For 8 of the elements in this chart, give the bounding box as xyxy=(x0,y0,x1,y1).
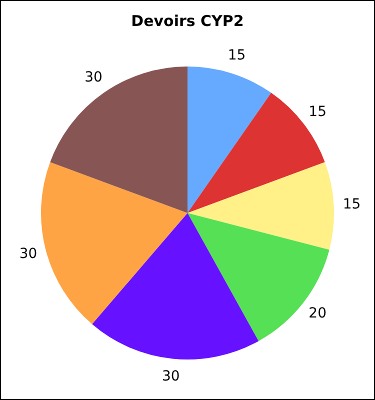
data-label: 20 xyxy=(308,305,326,322)
data-label: 30 xyxy=(19,246,38,262)
data-label: 30 xyxy=(162,368,180,384)
data-label: 15 xyxy=(308,104,326,120)
chart-title: Devoirs CYP2 xyxy=(131,12,244,30)
data-label: 15 xyxy=(342,196,361,212)
data-label: 15 xyxy=(228,48,246,64)
data-label: 30 xyxy=(84,70,102,86)
